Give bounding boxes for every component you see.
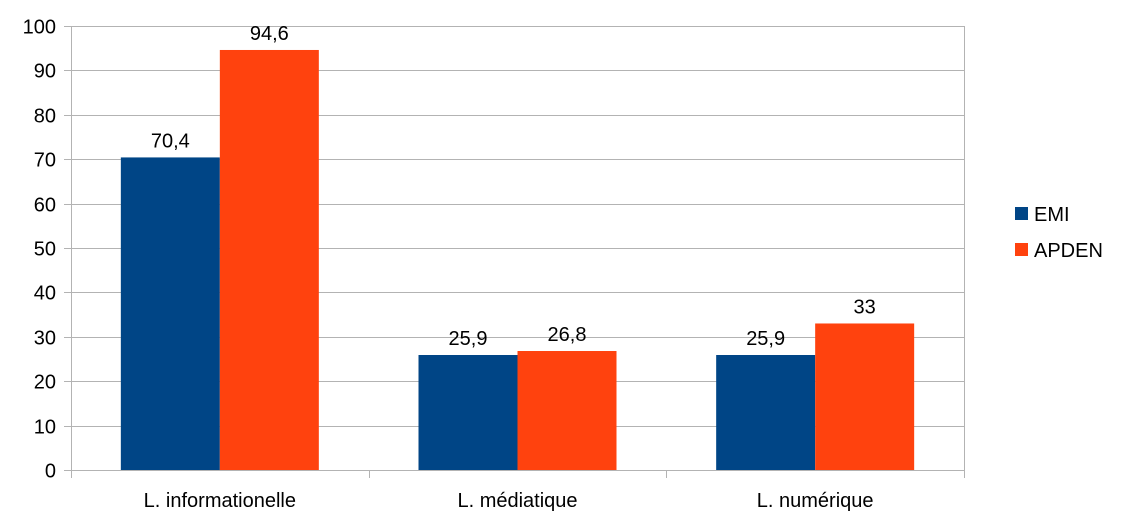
axes: 0 10 20 30 40 50 60 70 80 90 100 L. informationelle… [23,17,965,512]
bar-apden-3 [815,323,915,470]
y-tick-label: 40 [34,283,56,305]
y-tick-label: 70 [34,150,56,172]
y-tick-label: 50 [34,239,56,261]
data-label: 25,9 [746,328,785,350]
bar-emi-3 [716,355,816,470]
y-tick-label: 80 [34,106,56,128]
bar-emi-1 [120,157,220,470]
legend-swatch-emi [1015,207,1028,220]
data-label: 94,6 [250,23,289,45]
y-tick-label: 20 [34,372,56,394]
legend-label-apden: APDEN [1034,240,1103,262]
x-tick-label: L. numérique [757,490,874,512]
x-tick-label: L. médiatique [457,490,577,512]
data-label: 25,9 [449,328,488,350]
y-tick-label: 60 [34,195,56,217]
y-tick-label: 0 [45,461,56,483]
legend-label-emi: EMI [1034,204,1070,226]
data-labels: 70,4 94,6 25,9 26,8 25,9 33 [151,23,876,350]
bars [120,49,915,470]
data-label: 33 [854,296,876,318]
data-label: 70,4 [151,130,190,152]
y-tick-label: 90 [34,61,56,83]
bar-apden-2 [517,351,617,470]
y-tick-label: 100 [23,17,56,39]
x-tick-label: L. informationelle [144,490,296,512]
bar-apden-1 [219,49,319,470]
y-tick-label: 10 [34,417,56,439]
y-tick-label: 30 [34,328,56,350]
data-label: 26,8 [548,324,587,346]
legend-swatch-apden [1015,243,1028,256]
bar-emi-2 [418,355,518,470]
legend: EMI APDEN [1015,204,1103,262]
